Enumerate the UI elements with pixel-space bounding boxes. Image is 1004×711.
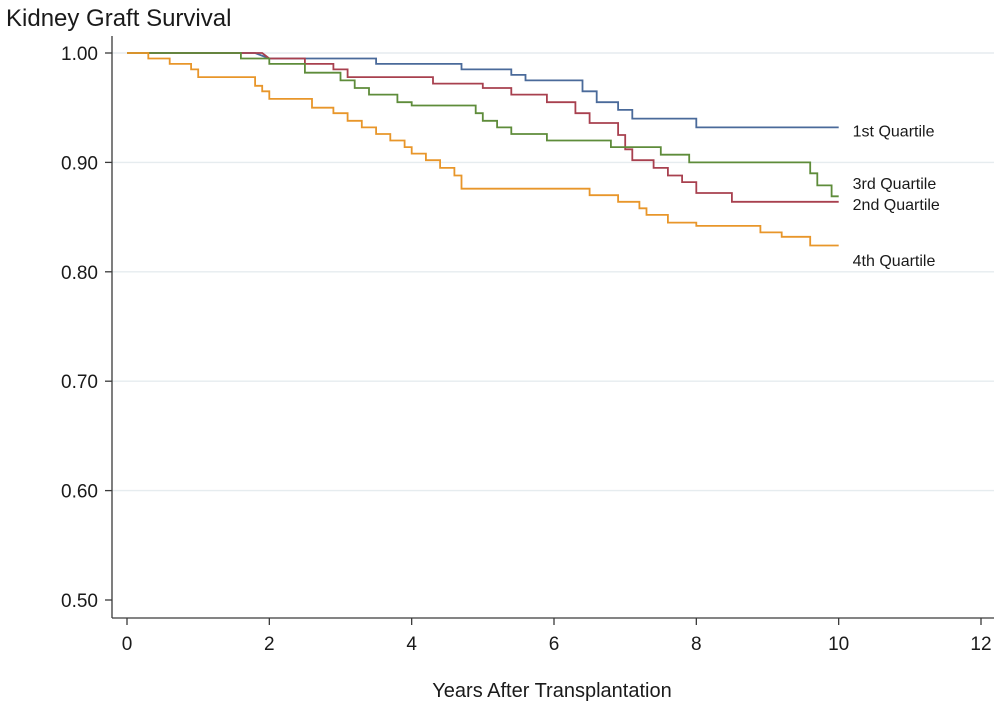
y-tick-label-0-50: 0.50 [61, 591, 98, 612]
axes: 0.50 0.60 0.70 0.80 0.90 1.00 0 2 4 6 8 10 12 [61, 36, 994, 655]
series-line-4th-quartile [127, 52, 839, 247]
series-line-1st-quartile [127, 52, 839, 129]
y-tick-label-0-70: 0.70 [61, 372, 98, 393]
series-label-3rd-quartile: 3rd Quartile [853, 176, 937, 193]
series-line-3rd-quartile [127, 52, 839, 198]
x-tick-label-4: 4 [406, 634, 417, 655]
x-tick-label-6: 6 [549, 634, 560, 655]
y-tick-label-0-90: 0.90 [61, 153, 98, 174]
x-tick-label-10: 10 [828, 634, 849, 655]
x-tick-label-2: 2 [264, 634, 275, 655]
x-tick-label-8: 8 [691, 634, 702, 655]
y-tick-label-0-80: 0.80 [61, 263, 98, 284]
gridlines [112, 52, 994, 492]
series-line-2nd-quartile [127, 52, 839, 203]
series-label-2nd-quartile: 2nd Quartile [853, 197, 940, 214]
series-lines [127, 52, 839, 247]
y-tick-label-1-00: 1.00 [61, 44, 98, 65]
x-tick-label-12: 12 [970, 634, 991, 655]
y-tick-label-0-60: 0.60 [61, 482, 98, 503]
series-label-1st-quartile: 1st Quartile [853, 124, 935, 141]
x-axis-label: Years After Transplantation [432, 680, 671, 702]
series-labels: 1st Quartile 2nd Quartile 3rd Quartile 4th … [853, 124, 940, 270]
x-tick-label-0: 0 [122, 634, 133, 655]
chart-title: Kidney Graft Survival [6, 5, 231, 32]
series-label-4th-quartile: 4th Quartile [853, 253, 936, 270]
